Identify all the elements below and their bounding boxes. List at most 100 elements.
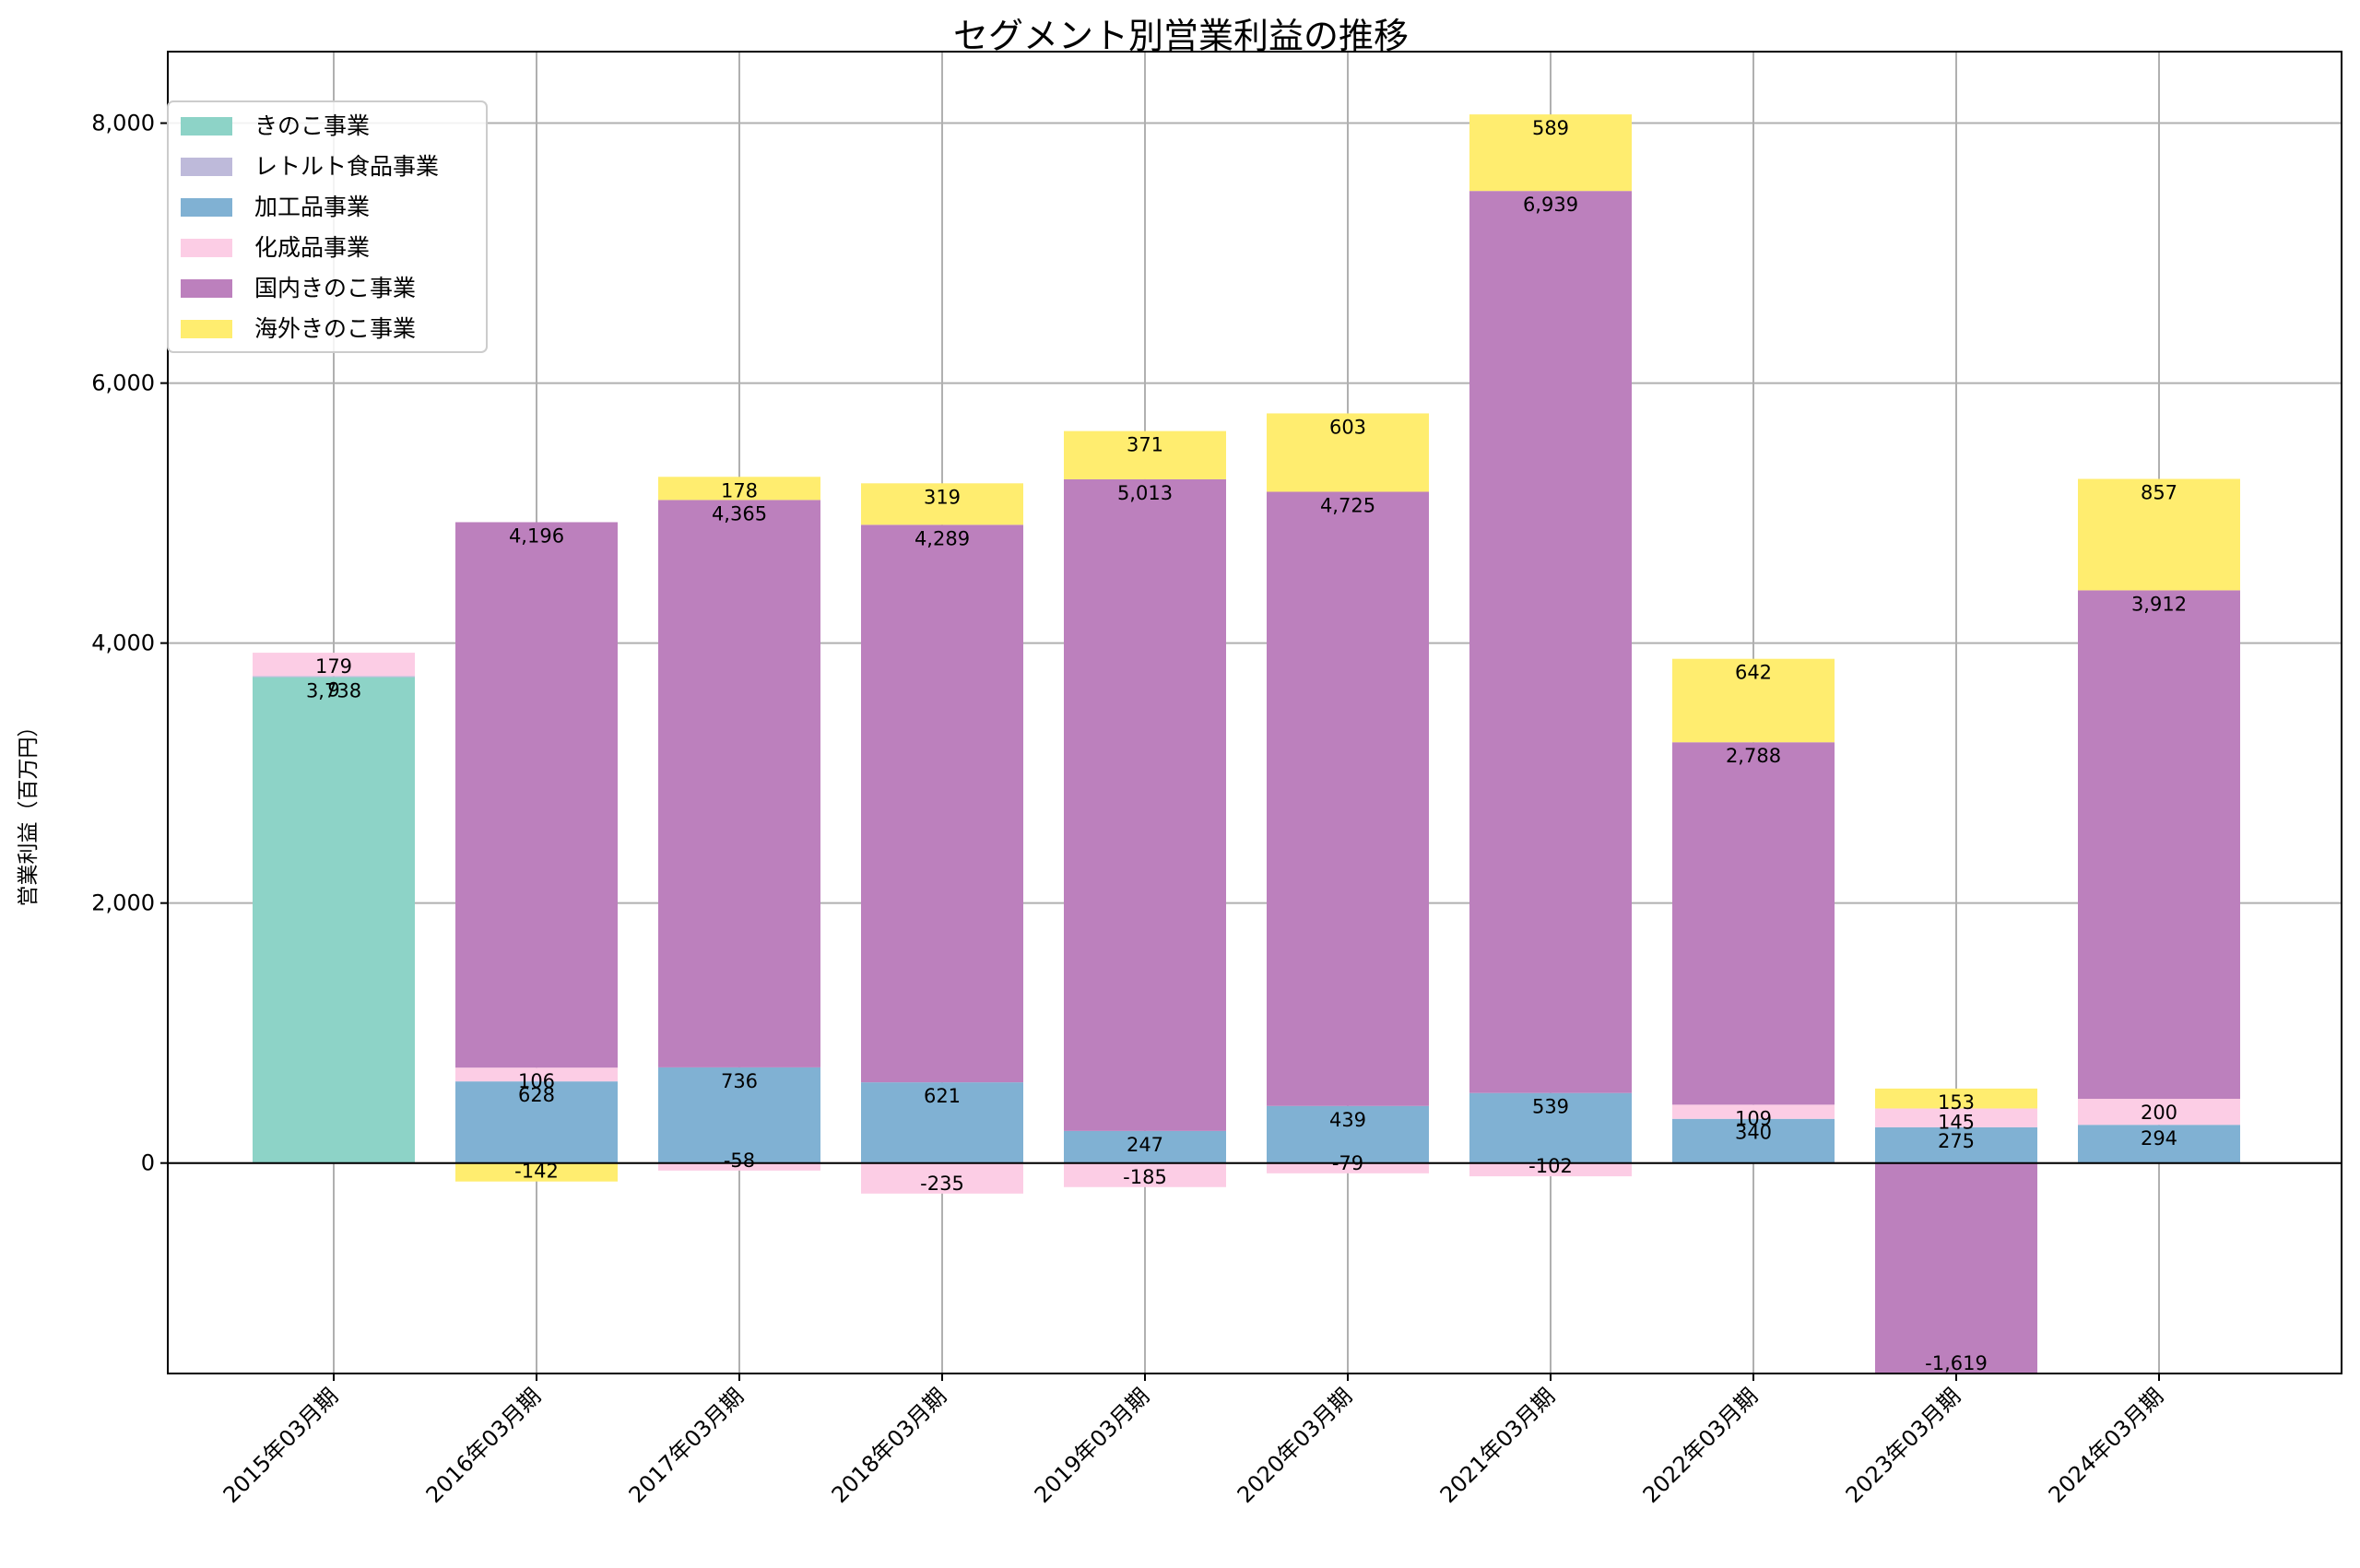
data-label: -58 xyxy=(724,1149,755,1172)
bar-segment xyxy=(1469,1092,1632,1163)
bar-segment xyxy=(455,1162,618,1182)
bar-segment xyxy=(1064,478,1226,1131)
data-label: 2,788 xyxy=(1726,745,1781,767)
bars xyxy=(253,114,2240,1373)
legend-swatch xyxy=(181,198,232,217)
bar-segment xyxy=(455,1067,618,1082)
legend-swatch xyxy=(181,239,232,257)
y-tick-label: 2,000 xyxy=(91,890,155,916)
data-label: 589 xyxy=(1532,117,1569,139)
bar-segment xyxy=(861,1082,1023,1163)
data-label: 340 xyxy=(1735,1122,1772,1144)
data-label: 294 xyxy=(2141,1127,2177,1149)
legend-label: レトルト食品事業 xyxy=(254,153,439,180)
data-label: -1,619 xyxy=(1925,1352,1988,1374)
bar-segment xyxy=(455,522,618,1068)
legend-box xyxy=(167,100,488,353)
bar-segment xyxy=(1267,491,1429,1106)
bar-segment xyxy=(2078,590,2240,1100)
bar-segment xyxy=(253,653,415,677)
data-label: 642 xyxy=(1735,662,1772,684)
legend-swatch xyxy=(181,320,232,338)
data-label: 3,912 xyxy=(2131,593,2187,615)
data-label: 4,365 xyxy=(712,502,767,525)
data-label: 603 xyxy=(1329,416,1366,438)
data-label: -185 xyxy=(1123,1166,1167,1188)
bar-segment xyxy=(1672,658,1835,743)
legend-label: 海外きのこ事業 xyxy=(254,315,416,342)
bar-segment xyxy=(1672,742,1835,1105)
data-label: 5,013 xyxy=(1117,482,1173,504)
data-label: 200 xyxy=(2141,1102,2177,1124)
data-label: 371 xyxy=(1127,434,1163,456)
bar-segment xyxy=(1672,1104,1835,1119)
bar-segment xyxy=(2078,1099,2240,1126)
y-tick-label: 4,000 xyxy=(91,631,155,656)
data-label: 621 xyxy=(924,1085,961,1107)
legend-label: 国内きのこ事業 xyxy=(254,275,416,301)
bar-segment xyxy=(861,525,1023,1083)
bar-segment xyxy=(253,676,415,678)
data-label: 247 xyxy=(1127,1134,1163,1156)
data-label: 857 xyxy=(2141,482,2177,504)
bar-segment xyxy=(2078,1125,2240,1163)
plot-frame xyxy=(167,51,2342,1374)
data-label: 628 xyxy=(518,1084,555,1106)
bar-segment xyxy=(1267,1162,1429,1173)
data-label: 145 xyxy=(1938,1111,1975,1133)
bar-segment xyxy=(1064,1162,1226,1187)
data-label: 4,725 xyxy=(1320,494,1375,516)
bar-segment xyxy=(1064,1130,1226,1163)
bar-segment xyxy=(1064,430,1226,479)
bar-segment xyxy=(253,677,415,1163)
legend-label: 加工品事業 xyxy=(254,194,370,220)
legend-swatch xyxy=(181,279,232,298)
data-label: 9 xyxy=(327,678,339,701)
bar-segment xyxy=(1267,1105,1429,1163)
bar-segment xyxy=(1672,1118,1835,1163)
y-tick-label: 6,000 xyxy=(91,371,155,396)
bar-segment xyxy=(1875,1108,2037,1127)
data-label: 539 xyxy=(1532,1096,1569,1118)
data-label: 3,738 xyxy=(306,680,361,702)
bar-segment xyxy=(861,483,1023,525)
bar-segment xyxy=(1469,191,1632,1093)
legend-label: きのこ事業 xyxy=(254,112,370,139)
data-label: 275 xyxy=(1938,1130,1975,1152)
legend-swatch xyxy=(181,158,232,176)
bar-segment xyxy=(1469,1162,1632,1177)
data-label: 439 xyxy=(1329,1109,1366,1131)
bar-segment xyxy=(1875,1088,2037,1109)
data-label: 736 xyxy=(721,1070,758,1092)
data-label: 319 xyxy=(924,486,961,508)
y-axis-label: 営業利益（百万円） xyxy=(17,716,41,907)
bar-segment xyxy=(861,1162,1023,1194)
data-label: -102 xyxy=(1528,1155,1573,1177)
data-label: -235 xyxy=(920,1173,964,1195)
bar-segment xyxy=(658,1067,820,1163)
bar-segment xyxy=(658,500,820,1067)
bar-segment xyxy=(1267,413,1429,492)
data-label: 109 xyxy=(1735,1107,1772,1129)
bar-segment xyxy=(1875,1126,2037,1163)
data-label: -142 xyxy=(514,1161,559,1183)
data-label: 4,289 xyxy=(914,527,970,549)
legend-label: 化成品事業 xyxy=(254,234,370,261)
bar-segment xyxy=(658,1162,820,1171)
data-label: 153 xyxy=(1938,1091,1975,1114)
y-tick-label: 8,000 xyxy=(91,111,155,136)
data-label: 179 xyxy=(315,655,352,678)
data-label: 178 xyxy=(721,479,758,501)
legend-swatch xyxy=(181,117,232,136)
data-label: 6,939 xyxy=(1523,194,1578,216)
bar-segment xyxy=(455,1081,618,1163)
bar-segment xyxy=(1469,114,1632,192)
data-label: 106 xyxy=(518,1070,555,1092)
bar-segment xyxy=(2078,478,2240,591)
chart-title: セグメント別営業利益の推移 xyxy=(953,16,1409,56)
data-label: 4,196 xyxy=(509,525,564,547)
y-tick-label: 0 xyxy=(141,1150,155,1176)
